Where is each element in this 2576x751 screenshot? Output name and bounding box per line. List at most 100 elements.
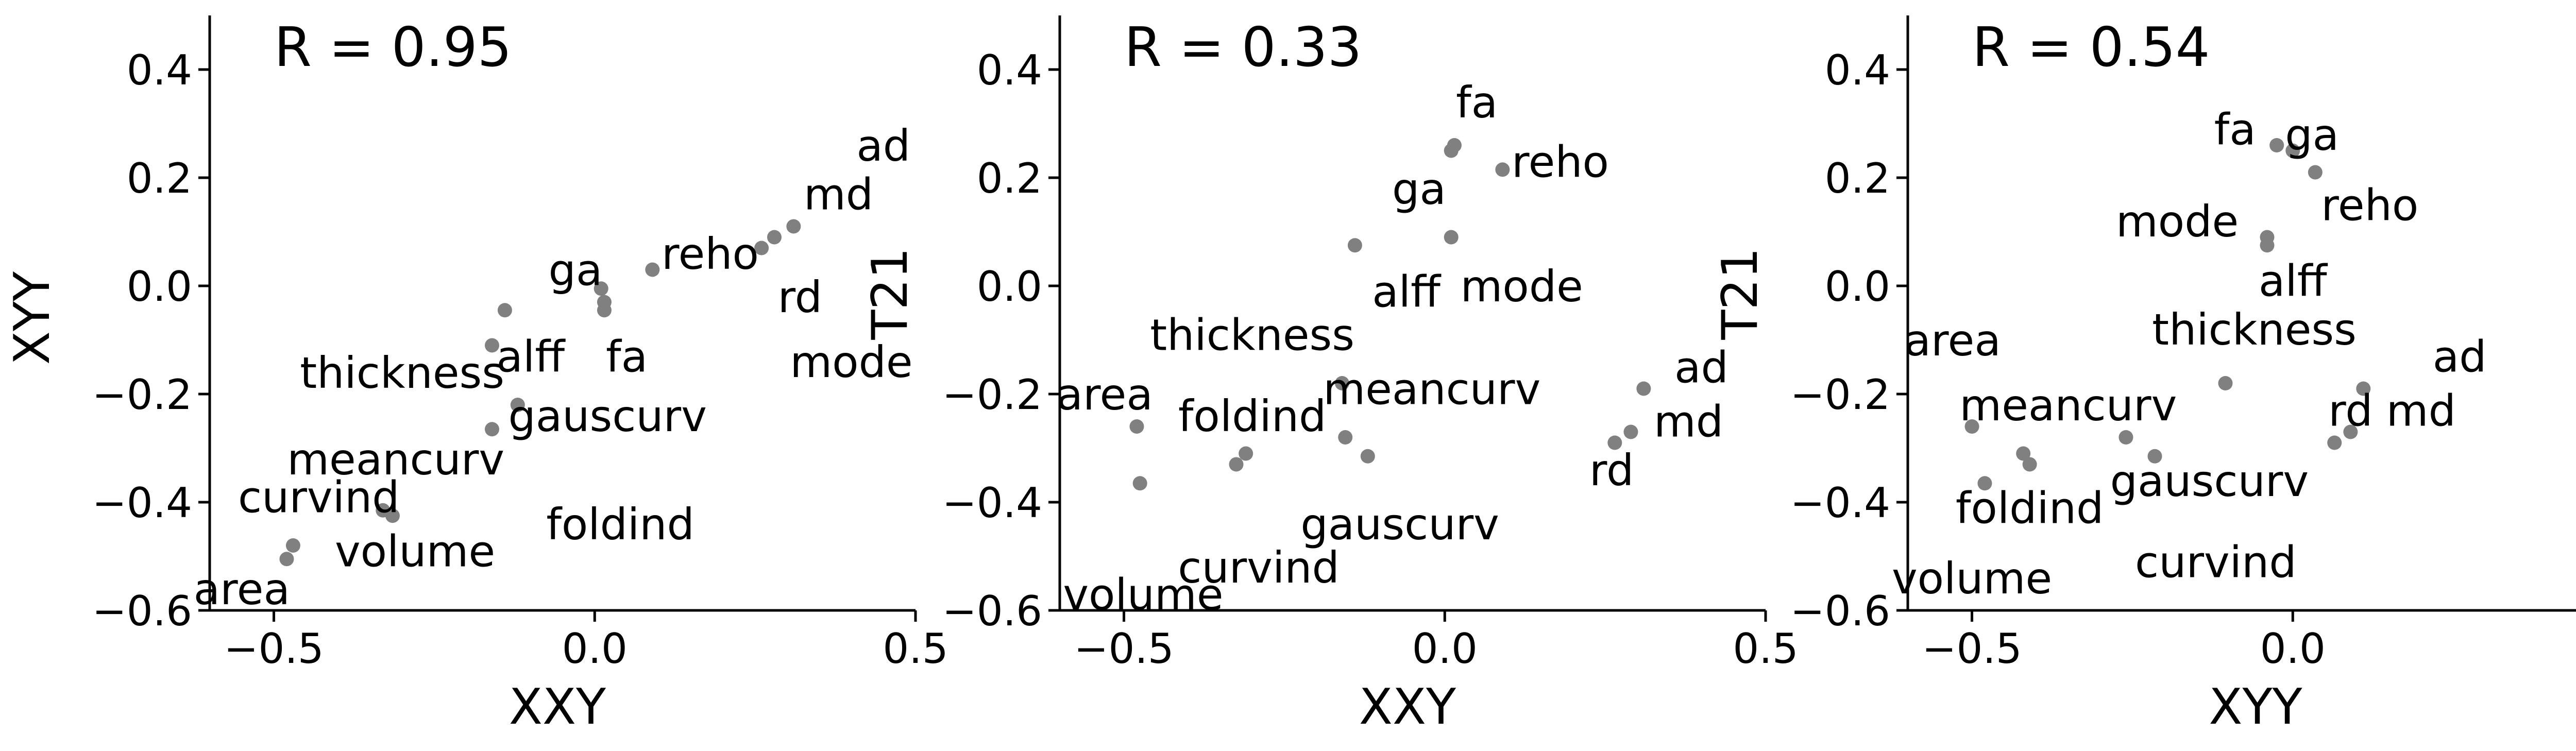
x-axis-label: XXY [509, 679, 606, 736]
data-point [279, 552, 294, 567]
data-point [497, 303, 512, 318]
y-tick-label: −0.6 [92, 587, 192, 635]
data-point [2218, 376, 2233, 390]
data-point [1360, 449, 1375, 464]
point-label: ga [1392, 164, 1446, 214]
x-tick-label: −0.5 [1922, 625, 2022, 673]
point-label: mode [2116, 196, 2239, 247]
x-tick-label: −0.5 [1074, 625, 1174, 673]
y-tick-label: −0.2 [942, 371, 1042, 419]
data-point [767, 230, 782, 245]
point-label: thickness [2152, 304, 2357, 355]
point-label: ad [2433, 332, 2487, 382]
point-label: volume [1892, 553, 2052, 604]
data-point [786, 219, 801, 234]
x-tick-label: 0.5 [1733, 625, 1798, 673]
y-tick-label: −0.2 [1790, 371, 1890, 419]
point-label: gauscurv [2110, 456, 2309, 506]
data-point [645, 262, 660, 277]
data-point [2327, 435, 2342, 450]
data-point [597, 295, 612, 310]
data-point [1132, 476, 1147, 491]
point-label: alff [2259, 256, 2328, 306]
point-label: md [804, 169, 873, 220]
point-label: area [1905, 315, 2001, 366]
point-label: mode [1461, 261, 1583, 312]
data-point [385, 508, 400, 523]
y-tick-label: 0.0 [977, 263, 1042, 311]
data-point [1335, 376, 1349, 390]
point-label: fa [1456, 77, 1498, 128]
data-point [1495, 162, 1510, 177]
point-label: fa [2214, 105, 2256, 155]
y-tick-label: 0.0 [127, 263, 192, 311]
point-label: curvind [1178, 542, 1340, 593]
data-point [1129, 419, 1144, 434]
data-point [2269, 138, 2284, 152]
y-tick-label: −0.6 [1790, 587, 1890, 635]
data-point [2022, 457, 2037, 472]
x-axis-label: XYY [2209, 679, 2302, 736]
point-label: reho [662, 229, 759, 279]
point-label: foldind [1178, 391, 1327, 441]
point-label: foldind [1956, 483, 2104, 534]
y-axis-label: XYY [4, 271, 61, 365]
data-point [1444, 230, 1459, 245]
point-label: fa [606, 332, 648, 382]
point-label: thickness [300, 348, 504, 398]
point-label: meancurv [287, 434, 504, 485]
point-label: foldind [546, 499, 694, 550]
point-label: thickness [1150, 310, 1354, 361]
point-label: volume [335, 526, 495, 577]
y-tick-label: 0.2 [977, 155, 1042, 202]
data-point [485, 338, 499, 353]
point-label: curvind [2135, 537, 2297, 588]
point-label: alff [1372, 267, 1442, 317]
data-point [2147, 449, 2162, 464]
y-tick-label: −0.6 [942, 587, 1042, 635]
data-point [754, 241, 769, 255]
point-label: ga [2285, 110, 2339, 160]
data-point [1444, 143, 1459, 158]
point-label: ad [1674, 343, 1728, 393]
point-label: ga [549, 245, 603, 296]
y-tick-label: 0.4 [1825, 46, 1890, 94]
data-point [2308, 165, 2323, 180]
data-point [1977, 476, 1992, 491]
data-point [1338, 430, 1353, 445]
data-point [1347, 238, 1362, 253]
point-label: meancurv [1323, 364, 1540, 415]
correlation-annotation: R = 0.54 [1972, 16, 2210, 79]
data-point [2260, 238, 2275, 253]
point-label: reho [2321, 180, 2418, 231]
point-label: meancurv [1959, 380, 2177, 431]
y-tick-label: 0.4 [127, 46, 192, 94]
point-label: gauscurv [508, 391, 706, 441]
y-tick-label: −0.2 [92, 371, 192, 419]
correlation-annotation: R = 0.95 [274, 16, 512, 79]
point-label: curvind [238, 472, 400, 523]
x-tick-label: 0.0 [562, 625, 628, 673]
x-tick-label: −0.5 [224, 625, 324, 673]
y-tick-label: 0.2 [127, 155, 192, 202]
y-tick-label: 0.4 [977, 46, 1042, 94]
data-point [2285, 143, 2300, 158]
x-axis-label: XXY [1359, 679, 1456, 736]
data-point [2343, 424, 2358, 439]
scatter-panel-3: −0.50.00.50.40.20.0−0.2−0.4−0.6fagarehom… [1790, 15, 2576, 736]
data-point [285, 538, 300, 553]
data-point [1229, 457, 1244, 472]
correlation-annotation: R = 0.33 [1124, 16, 1362, 79]
data-point [2119, 430, 2133, 445]
point-label: area [194, 564, 290, 615]
data-point [510, 398, 525, 412]
point-label: rd [1589, 445, 1634, 496]
point-label: volume [1063, 570, 1223, 620]
y-tick-label: 0.2 [1825, 155, 1890, 202]
data-point [1239, 446, 1253, 461]
y-tick-label: −0.4 [1790, 479, 1890, 527]
point-label: md [1654, 397, 1723, 447]
point-label: mode [790, 337, 912, 387]
